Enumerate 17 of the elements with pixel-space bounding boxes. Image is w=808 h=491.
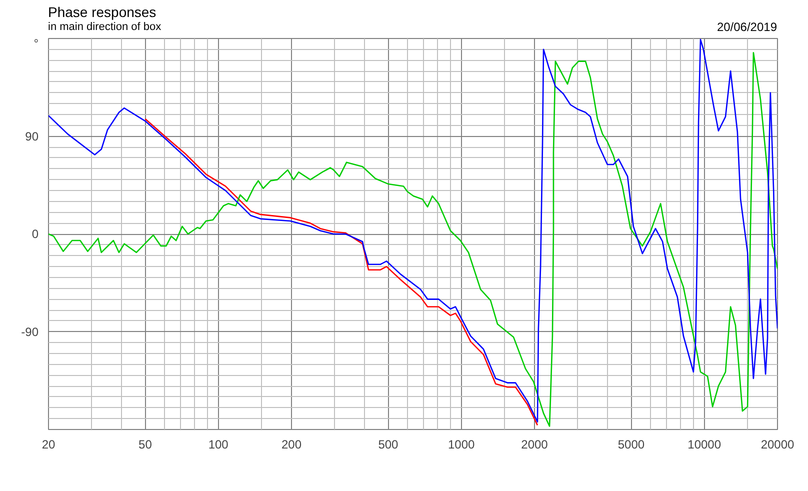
x-tick-label: 1000 <box>448 438 476 452</box>
y-tick-label: 90 <box>25 129 39 144</box>
x-tick-label: 50 <box>138 438 152 452</box>
chart-subtitle: in main direction of box <box>48 20 162 35</box>
x-tick-label: 200 <box>281 438 302 452</box>
x-tick-label: 10000 <box>688 438 722 452</box>
x-tick-label: 20000 <box>760 438 795 452</box>
y-tick-label: 0 <box>32 227 39 241</box>
y-tick-label: ° <box>34 36 39 50</box>
x-tick-label: 2000 <box>521 438 548 452</box>
x-tick-label: 500 <box>378 438 399 452</box>
text: 20/06/2019 <box>716 19 777 36</box>
y-tick-label: -90 <box>21 324 39 339</box>
chart-title: Phase responses <box>48 3 156 22</box>
x-tick-label: 20 <box>42 438 56 452</box>
x-tick-label: 100 <box>208 438 229 452</box>
x-tick-label: 5000 <box>618 438 645 452</box>
